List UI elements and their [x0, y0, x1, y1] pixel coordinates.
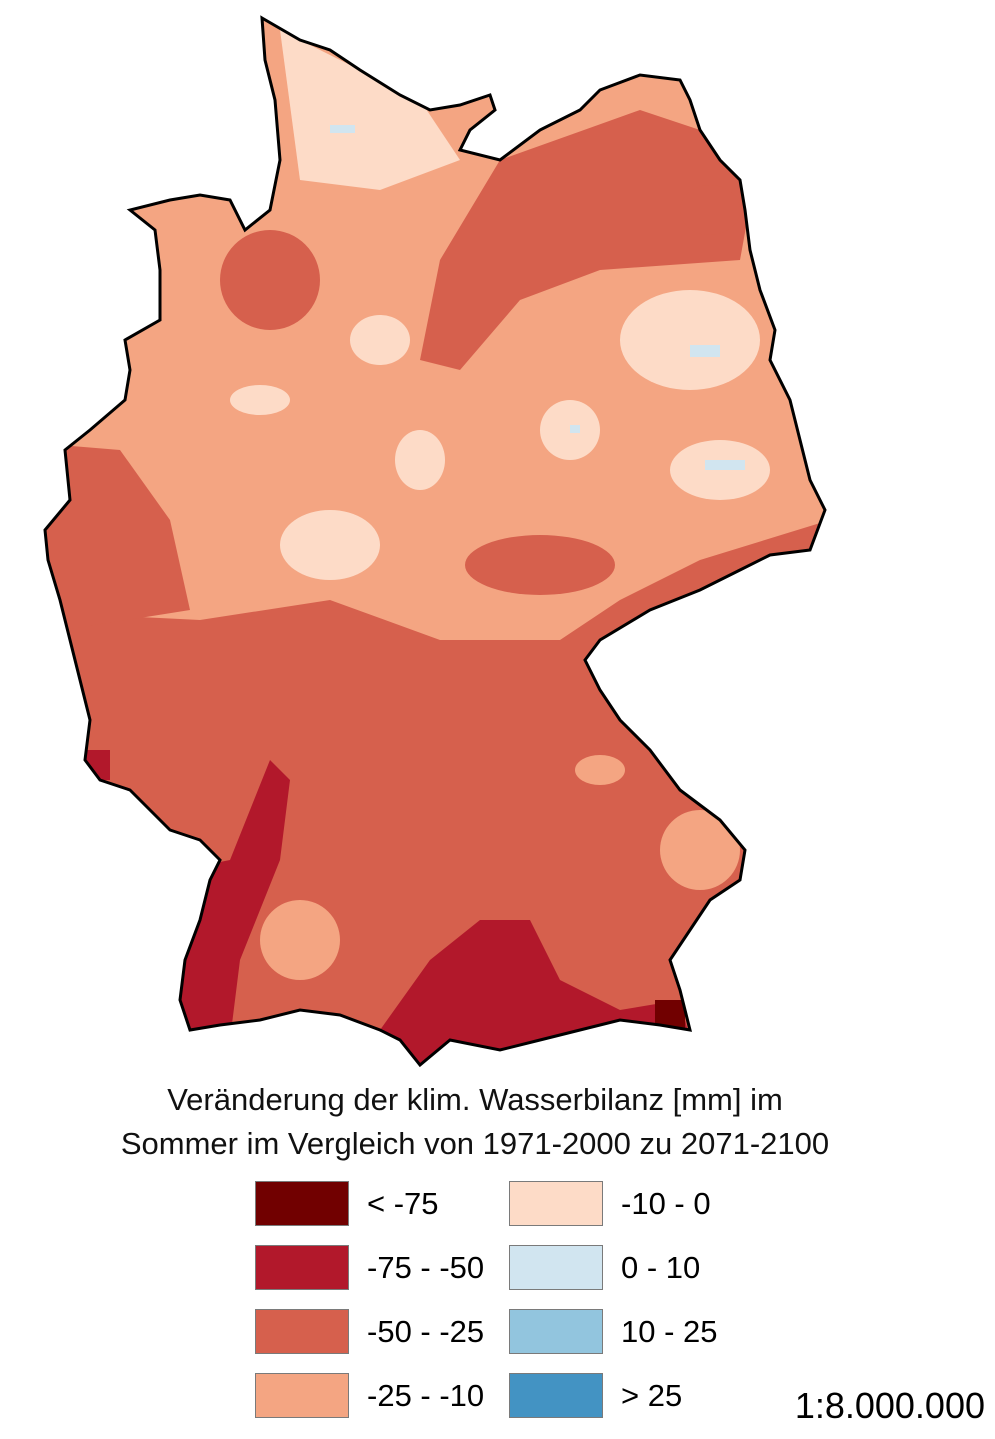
legend-label: < -75 — [367, 1185, 439, 1221]
legend-swatch — [509, 1373, 603, 1418]
legend-swatch — [509, 1309, 603, 1354]
legend-swatch — [509, 1181, 603, 1226]
legend-swatch — [509, 1245, 603, 1290]
class-10-0-areas — [230, 30, 770, 580]
scale-label: 1:8.000.000 — [794, 1385, 985, 1426]
legend-label: -50 - -25 — [367, 1313, 485, 1349]
class-0-10-areas — [330, 125, 745, 470]
legend-label: > 25 — [621, 1377, 683, 1413]
legend-item: < -75 — [255, 1181, 439, 1226]
legend-item: -10 - 0 — [509, 1181, 711, 1226]
legend-swatch — [255, 1245, 349, 1290]
germany-map — [43, 16, 827, 1067]
legend-title: Veränderung der klim. Wasserbilanz [mm] … — [0, 1078, 950, 1166]
legend-item: 10 - 25 — [509, 1309, 718, 1354]
legend-item: > 25 — [509, 1373, 682, 1418]
legend-title-line-2: Sommer im Vergleich von 1971-2000 zu 207… — [120, 1126, 830, 1161]
legend-label: 10 - 25 — [621, 1313, 718, 1349]
legend-item: -75 - -50 — [255, 1245, 484, 1290]
water-balance-raster — [45, 18, 825, 1065]
legend-swatch — [255, 1181, 349, 1226]
class-25-10-south-patches — [260, 755, 740, 980]
legend-label: 0 - 10 — [621, 1249, 701, 1285]
legend-label: -10 - 0 — [621, 1185, 711, 1221]
legend-item: -50 - -25 — [255, 1309, 484, 1354]
legend-item: 0 - 10 — [509, 1245, 700, 1290]
legend-label: -25 - -10 — [367, 1377, 485, 1413]
legend-label: -75 - -50 — [367, 1249, 485, 1285]
legend-title-line-1: Veränderung der klim. Wasserbilanz [mm] … — [167, 1082, 783, 1117]
legend-swatch — [255, 1373, 349, 1418]
legend-item: -25 - -10 — [255, 1373, 484, 1418]
legend-swatch — [255, 1309, 349, 1354]
